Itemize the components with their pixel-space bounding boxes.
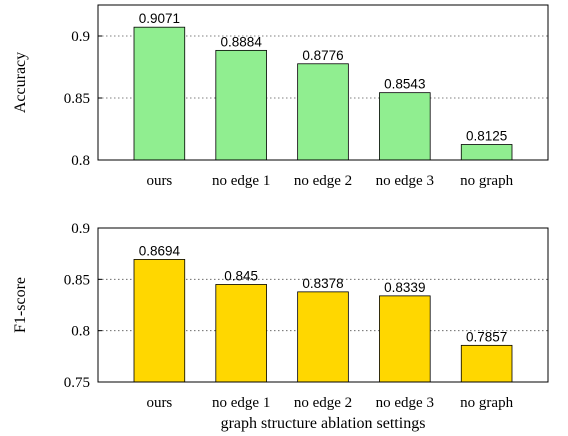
f1-score-data-label-no-edge-3: 0.8339 — [384, 280, 425, 295]
f1-score-bar-no-edge-2 — [297, 291, 349, 383]
accuracy-data-label-no-edge-3: 0.8543 — [384, 77, 425, 92]
accuracy-xtick-label-no-edge-3: no edge 3 — [376, 173, 434, 189]
f1-score-x-axis-label: graph structure ablation settings — [221, 415, 426, 432]
accuracy-bar-no-edge-3 — [379, 92, 431, 161]
f1-score-bar-no-edge-1 — [215, 284, 267, 383]
f1-score-ytick-label-1: 0.8 — [71, 324, 90, 340]
f1-score-data-label-no-edge-1: 0.845 — [224, 268, 258, 283]
accuracy-bar-ours — [133, 26, 186, 161]
f1-score-xtick-label-no-edge-2: no edge 2 — [294, 395, 352, 411]
f1-score-chart: 0.8694 0.845 0.8378 0.8339 0.7857 0.75 0.8 0.85… — [12, 221, 549, 432]
accuracy-xtick-label-no-graph: no graph — [460, 173, 513, 189]
accuracy-bar-no-edge-1 — [215, 49, 267, 161]
f1-score-xtick-label-no-graph: no graph — [460, 395, 513, 411]
f1-score-xtick-label-no-edge-1: no edge 1 — [212, 395, 270, 411]
accuracy-xtick-label-no-edge-2: no edge 2 — [294, 173, 352, 189]
f1-score-y-axis-label: F1-score — [12, 277, 29, 333]
accuracy-bar-no-graph — [460, 144, 513, 161]
accuracy-axes-frame — [97, 4, 549, 161]
f1-score-data-label-ours: 0.8694 — [139, 243, 181, 258]
accuracy-xtick-label-ours: ours — [146, 173, 172, 189]
f1-score-xtick-label-no-edge-3: no edge 3 — [376, 395, 434, 411]
f1-score-ytick-label-0: 0.75 — [64, 375, 90, 391]
accuracy-ytick-label-1: 0.85 — [64, 91, 90, 107]
f1-score-bar-no-graph — [460, 344, 513, 383]
f1-score-xtick-label-ours: ours — [146, 395, 172, 411]
accuracy-ytick-label-0: 0.8 — [71, 153, 90, 169]
accuracy-data-label-no-edge-1: 0.8884 — [221, 34, 263, 49]
accuracy-chart: 0.9071 0.8884 0.8776 0.8543 0.8125 0.8 0.85 0.9… — [12, 4, 549, 189]
accuracy-data-label-no-edge-2: 0.8776 — [302, 48, 343, 63]
f1-score-data-label-no-edge-2: 0.8378 — [302, 276, 343, 291]
accuracy-bar-no-edge-2 — [297, 63, 349, 161]
accuracy-data-label-no-graph: 0.8125 — [466, 129, 507, 144]
f1-score-bar-ours — [133, 259, 186, 383]
f1-score-ytick-label-3: 0.9 — [71, 221, 90, 237]
f1-score-bar-no-edge-3 — [379, 295, 431, 383]
accuracy-y-axis-label: Accuracy — [12, 52, 29, 113]
accuracy-data-label-ours: 0.9071 — [139, 11, 180, 26]
f1-score-data-label-no-graph: 0.7857 — [466, 329, 507, 344]
accuracy-xtick-label-no-edge-1: no edge 1 — [212, 173, 270, 189]
f1-score-axes-frame — [97, 227, 549, 383]
f1-score-ytick-label-2: 0.85 — [64, 272, 90, 288]
accuracy-ytick-label-2: 0.9 — [71, 29, 90, 45]
